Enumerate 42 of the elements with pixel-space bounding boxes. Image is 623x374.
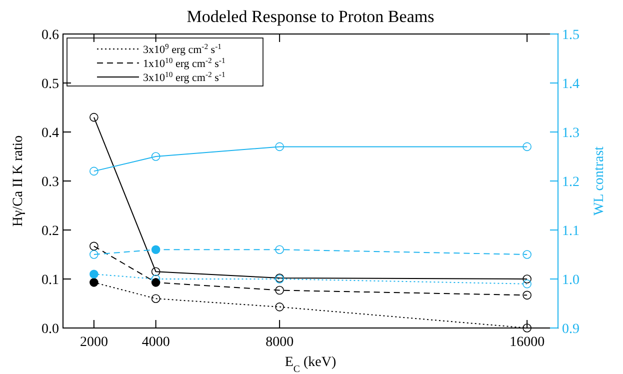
point (151, 152, 160, 161)
text: 0.0 (42, 322, 59, 337)
y2-tick-label: 1.2 (562, 175, 580, 190)
legend-label: 3x10$^{10}$ erg cm$^{-2}$ s$^{-1}$ (143, 70, 226, 84)
x-axis-title: E$_{C}$ (keV) (284, 355, 336, 374)
point (522, 250, 532, 259)
y-tick-label: 0.6 (42, 28, 59, 43)
point (522, 142, 532, 152)
point (275, 245, 284, 254)
x-tick-label: 2000 (80, 335, 108, 350)
y-tick-label: 0.2 (42, 224, 59, 239)
point (90, 112, 98, 122)
x-tick-label: 8000 (266, 335, 294, 350)
point (522, 324, 532, 332)
y-axis-title: Hγ/Ca II K ratio (11, 135, 26, 227)
point (90, 166, 98, 176)
chart-title: Modeled Response to Proton Beams (186, 7, 434, 26)
point (522, 274, 532, 284)
point (90, 242, 98, 251)
y2-tick-label: 1.1 (562, 224, 580, 239)
legend-label: 3x10$^{9}$ erg cm$^{-2}$ s$^{-1}$ (143, 42, 222, 56)
point (151, 294, 160, 303)
point (275, 142, 284, 152)
text: 1.0 (562, 273, 580, 288)
x-tick-label: 4000 (142, 335, 170, 350)
y2-tick-label: 1.4 (562, 77, 580, 92)
y-tick-label: 0.5 (42, 77, 59, 92)
point (90, 250, 98, 259)
y-tick-label: 0.1 (42, 273, 59, 288)
y-tick-label: 0.4 (42, 126, 59, 141)
legend-label: 1x10$^{10}$ erg cm$^{-2}$ s$^{-1}$ (143, 56, 226, 70)
y2-tick-label: 0.9 (562, 322, 580, 337)
y2-tick-label: 1.3 (562, 126, 580, 141)
point (275, 302, 284, 312)
point (151, 267, 160, 276)
point (275, 286, 284, 295)
point (522, 290, 532, 300)
x-tick-label: 16000 (510, 335, 545, 350)
y2-axis-title: WL contrast (592, 146, 607, 216)
point (522, 280, 532, 288)
y2-tick-label: 1.5 (562, 28, 580, 43)
y-tick-label: 0.3 (42, 175, 59, 190)
